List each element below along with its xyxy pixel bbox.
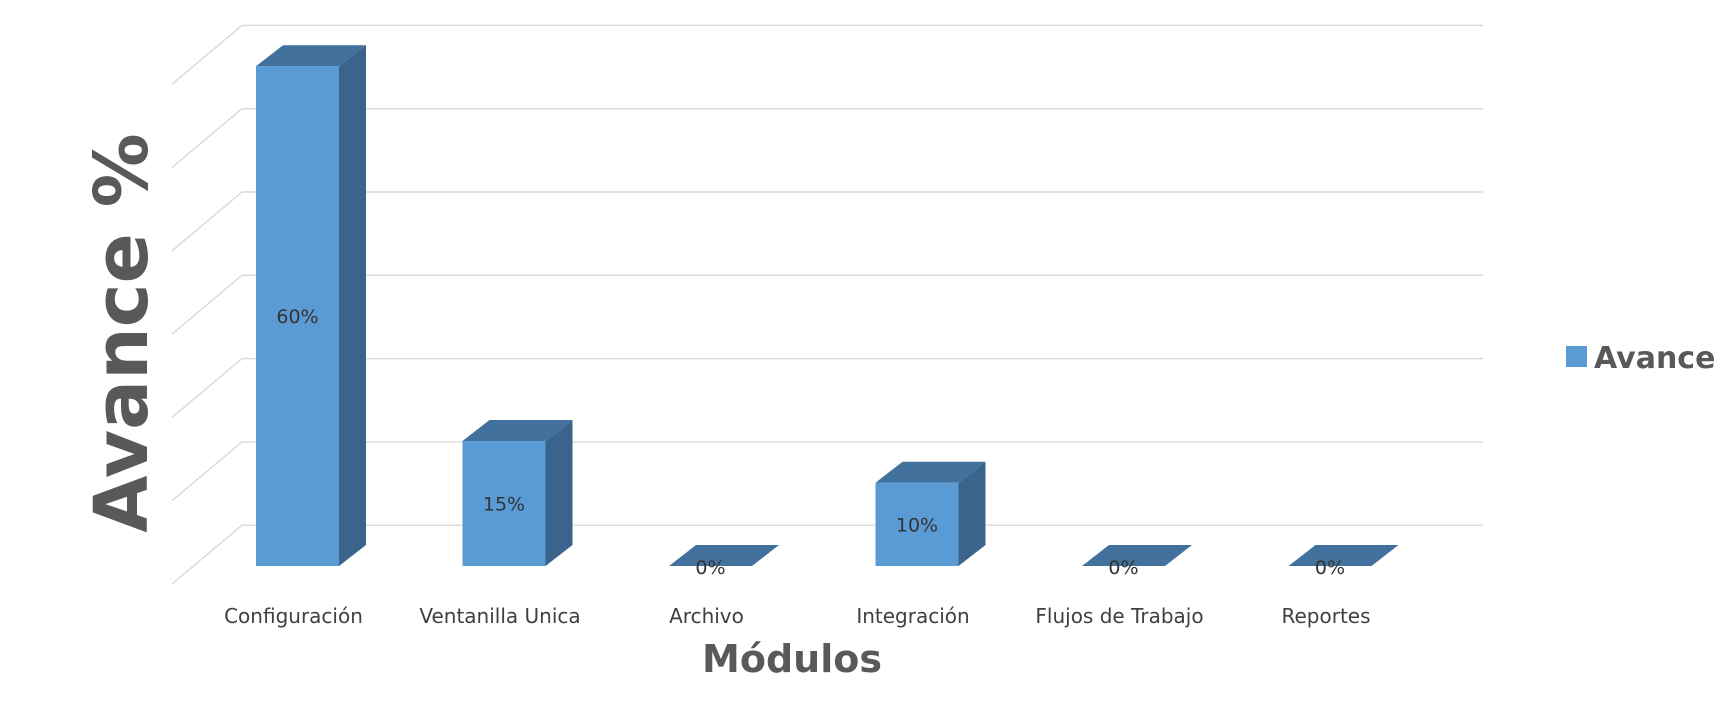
data-label: 0% — [695, 557, 725, 579]
x-tick-label: Reportes — [1281, 604, 1370, 628]
gridlines — [171, 24, 1483, 585]
bar-side-face — [958, 461, 986, 566]
bar-top-face — [256, 45, 366, 67]
bar — [1288, 545, 1399, 566]
x-axis-tick-labels: Configuración Ventanilla Unica Archivo Inte… — [224, 604, 1370, 628]
bar — [462, 420, 573, 566]
data-label: 60% — [276, 306, 318, 328]
bars — [256, 45, 1399, 566]
gridline-side — [171, 358, 243, 418]
bar — [875, 461, 986, 566]
bar-side-face — [339, 45, 366, 566]
bar — [1082, 545, 1192, 566]
bar-top-face — [462, 420, 573, 442]
bar-front-face — [256, 66, 339, 566]
legend: Avance — [1566, 341, 1715, 376]
gridline-side — [171, 524, 243, 585]
bar-top-face — [1288, 545, 1399, 566]
bar — [256, 45, 366, 566]
bar-top-face — [875, 461, 986, 483]
data-labels: 60% 15% 0% 10% 0% 0% — [276, 306, 1345, 579]
data-label: 15% — [483, 494, 525, 516]
legend-label: Avance — [1594, 341, 1715, 376]
bar — [669, 545, 779, 566]
gridline-side — [171, 274, 243, 335]
x-axis-title: Módulos — [702, 637, 882, 681]
data-label: 0% — [1315, 557, 1345, 579]
gridline-side — [171, 108, 243, 169]
legend-swatch — [1566, 346, 1587, 367]
y-axis-title: Avance % — [79, 133, 165, 532]
x-tick-label: Configuración — [224, 604, 363, 628]
gridline-side — [171, 191, 243, 252]
bar-front-face — [875, 482, 959, 566]
bar-front-face — [462, 441, 546, 566]
bar-top-face — [1082, 545, 1192, 566]
data-label: 0% — [1108, 557, 1138, 579]
bar-top-face — [669, 545, 779, 566]
x-tick-label: Archivo — [669, 604, 744, 628]
x-tick-label: Flujos de Trabajo — [1035, 604, 1203, 628]
x-tick-label: Ventanilla Unica — [419, 604, 580, 628]
data-label: 10% — [896, 514, 938, 536]
gridline-side — [171, 441, 243, 502]
gridline-side — [171, 24, 243, 85]
bar-side-face — [545, 420, 573, 566]
x-tick-label: Integración — [856, 604, 969, 628]
